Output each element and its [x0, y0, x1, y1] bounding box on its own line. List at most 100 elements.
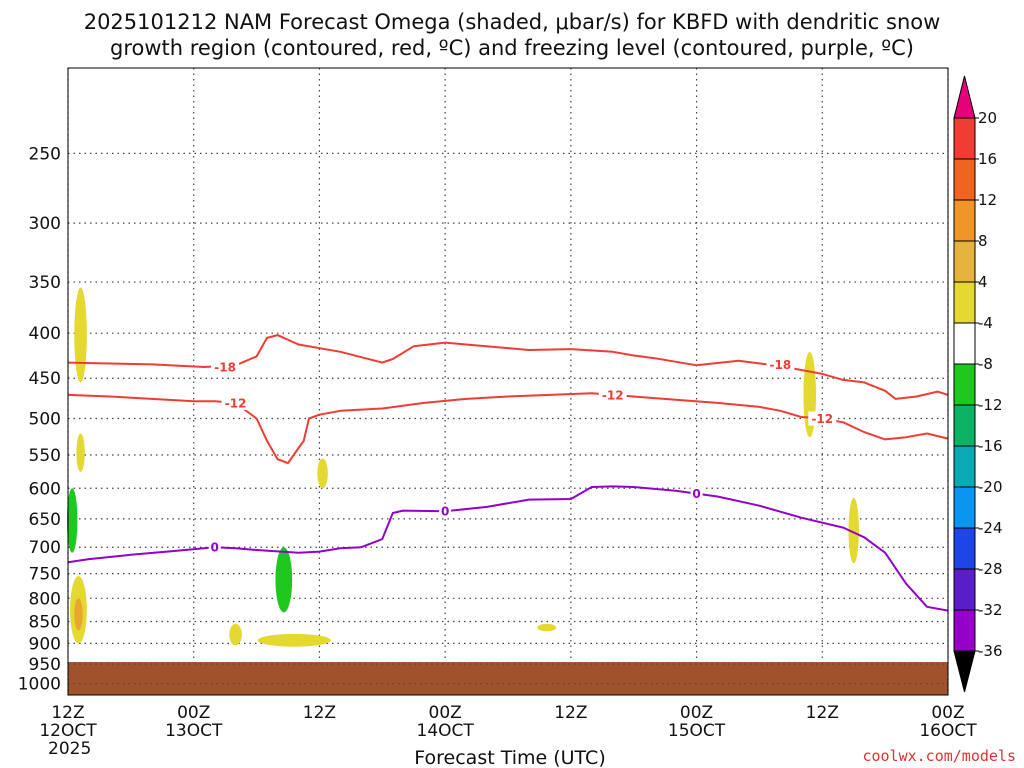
x-tick-label: 14OCT — [417, 721, 475, 741]
colorbar-tick-label: -36 — [978, 642, 1003, 660]
y-tick-label: 300 — [29, 214, 61, 234]
contour-line--18 — [67, 334, 949, 400]
y-tick-label: 250 — [29, 144, 61, 164]
colorbar-swatch — [953, 609, 976, 652]
ground-layer — [68, 662, 948, 695]
colorbar-tick-label: -4 — [978, 314, 993, 332]
x-tick-label: 00Z — [680, 703, 713, 723]
colorbar-tick-label: -8 — [978, 355, 993, 373]
grid — [67, 68, 949, 695]
omega-shaded-region — [74, 598, 83, 631]
x-tick-label: 2025 — [48, 739, 91, 759]
chart-title-line2: growth region (contoured, red, ºC) and f… — [110, 36, 914, 60]
colorbar-tick-label: 12 — [978, 191, 997, 209]
contour-label: 0 — [210, 541, 218, 555]
x-tick-label: 12Z — [303, 703, 336, 723]
x-tick-label: 00Z — [177, 703, 210, 723]
omega-shaded-region — [229, 623, 242, 646]
colorbar-swatch — [953, 158, 976, 201]
omega-shading — [66, 287, 859, 647]
contour-label-bg — [211, 360, 240, 375]
contour-label: 0 — [692, 487, 700, 501]
y-axis: 2503003504004505005506006507007508008509… — [18, 144, 61, 694]
x-axis-label: Forecast Time (UTC) — [414, 747, 605, 768]
colorbar-tick-label: -12 — [978, 396, 1003, 414]
colorbar-tick-label: -32 — [978, 601, 1003, 619]
y-tick-label: 800 — [29, 589, 61, 609]
y-tick-label: 400 — [29, 324, 61, 344]
colorbar-tick-label: -16 — [978, 437, 1003, 455]
colorbar-tick-label: 16 — [978, 150, 997, 168]
x-tick-label: 16OCT — [919, 721, 977, 741]
colorbar-tick-label: -20 — [978, 478, 1003, 496]
colorbar-swatch — [953, 363, 976, 406]
colorbar-swatch — [953, 445, 976, 488]
contour-label: 0 — [441, 505, 449, 519]
contour-label-bg — [766, 357, 795, 372]
y-tick-label: 900 — [29, 634, 61, 654]
omega-shaded-region — [848, 497, 859, 564]
colorbar-tick-label: 4 — [978, 273, 988, 291]
colorbar-tick-label: -24 — [978, 519, 1003, 537]
contour-label: -12 — [602, 388, 624, 402]
y-tick-label: 850 — [29, 613, 61, 633]
x-tick-label: 12Z — [51, 703, 84, 723]
contour-label-bg — [808, 411, 837, 426]
x-tick-label: 12OCT — [39, 721, 97, 741]
x-tick-label: 13OCT — [165, 721, 223, 741]
contour-label-bg — [439, 504, 452, 519]
chart-title-line1: 2025101212 NAM Forecast Omega (shaded, μ… — [84, 10, 941, 34]
ground-surface — [68, 662, 948, 695]
omega-shaded-region — [537, 623, 557, 632]
contour-label-bg — [221, 395, 250, 410]
colorbar-swatch — [953, 527, 976, 570]
y-tick-label: 700 — [29, 538, 61, 558]
y-tick-label: 450 — [29, 369, 61, 389]
colorbar-swatch — [953, 568, 976, 611]
x-tick-label: 15OCT — [668, 721, 726, 741]
y-tick-label: 750 — [29, 565, 61, 585]
y-tick-label: 1000 — [18, 675, 61, 695]
omega-shaded-region — [66, 488, 78, 553]
colorbar-swatch — [953, 117, 976, 160]
colorbar-swatch — [953, 281, 976, 324]
contour-label: -18 — [214, 361, 236, 375]
colorbar-bottom-arrow — [953, 650, 976, 693]
contour-label: -12 — [225, 396, 247, 410]
colorbar-swatch — [953, 240, 976, 283]
x-tick-label: 00Z — [429, 703, 462, 723]
omega-shaded-region — [74, 287, 87, 383]
contour-label-bg — [598, 387, 627, 402]
colorbar: 20 16 12 8 4 -4 -8 -12 -16 -20 -24 -28 -32 -36 — [953, 75, 1003, 693]
x-tick-label: 00Z — [931, 703, 964, 723]
colorbar-swatch — [953, 199, 976, 242]
colorbar-tick-label: -28 — [978, 560, 1003, 578]
contour-line-0 — [67, 485, 949, 612]
credit-text: coolwx.com/models — [862, 747, 1016, 765]
omega-shaded-region — [257, 633, 331, 647]
y-tick-label: 650 — [29, 510, 61, 530]
omega-shaded-region — [317, 458, 328, 489]
plot-frame — [67, 67, 949, 696]
y-tick-label: 500 — [29, 410, 61, 430]
colorbar-tick-label: 20 — [978, 109, 997, 127]
colorbar-swatch — [953, 486, 976, 529]
contour-label-bg — [208, 540, 221, 555]
contour-label-bg — [690, 486, 703, 501]
omega-shaded-region — [76, 433, 85, 472]
y-tick-label: 600 — [29, 479, 61, 499]
x-tick-label: 12Z — [806, 703, 839, 723]
colorbar-tick-label: 8 — [978, 232, 988, 250]
contour-label: -12 — [811, 412, 833, 426]
y-tick-label: 950 — [29, 655, 61, 675]
x-tick-label: 12Z — [554, 703, 587, 723]
y-tick-label: 350 — [29, 273, 61, 293]
colorbar-top-arrow — [953, 75, 976, 119]
colorbar-swatch — [953, 404, 976, 447]
y-tick-label: 550 — [29, 446, 61, 466]
contours: -18 -18 -12 -12 -12 0 0 0 — [67, 334, 949, 612]
colorbar-swatch — [953, 322, 976, 365]
contour-label: -18 — [770, 358, 792, 372]
